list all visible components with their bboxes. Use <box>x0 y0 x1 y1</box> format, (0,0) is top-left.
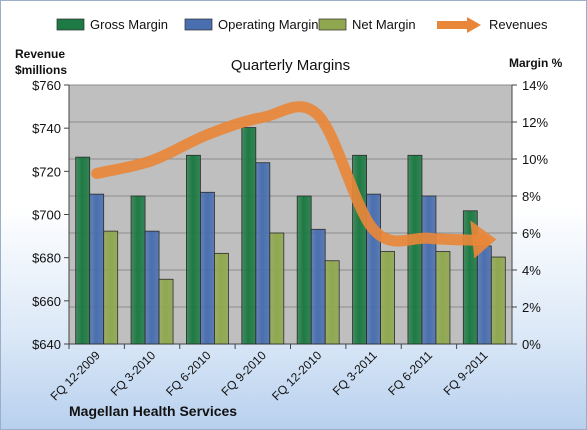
legend-swatch-operating-margin <box>184 18 213 31</box>
right-axis-tick-label: 4% <box>522 263 541 278</box>
right-axis-tick-label: 6% <box>522 226 541 241</box>
x-axis-tick-label: FQ 6-2011 <box>385 348 435 398</box>
x-axis-tick-label: FQ 12-2010 <box>269 348 324 403</box>
footer-label: Magellan Health Services <box>69 403 237 419</box>
left-axis-title: Revenue <box>15 47 65 61</box>
revenues-arrowhead <box>470 220 497 259</box>
legend-label: Gross Margin <box>90 17 168 32</box>
left-axis-tick-label: $680 <box>32 251 61 266</box>
legend-swatch-gross-margin <box>56 18 85 31</box>
bar-net-margin <box>214 252 229 345</box>
legend-label: Net Margin <box>352 17 416 32</box>
left-axis-tick-label: $640 <box>32 337 61 352</box>
bar-net-margin <box>103 230 119 345</box>
x-axis-tick-label: FQ 6-2010 <box>163 348 214 399</box>
x-axis-tick-label: FQ 9-2011 <box>441 348 491 398</box>
bar-gross-margin <box>241 127 257 345</box>
legend-swatch-revenues-arrow <box>467 17 481 33</box>
x-axis-tick-label: FQ 3-2010 <box>108 348 159 399</box>
legend-label: Operating Margin <box>218 17 318 32</box>
right-axis-title: Margin % <box>509 56 563 70</box>
bar-net-margin <box>269 232 285 345</box>
right-axis-tick-label: 10% <box>522 152 548 167</box>
bar-operating-margin <box>310 228 326 345</box>
bar-net-margin <box>324 260 340 345</box>
left-axis-tick-label: $760 <box>32 78 61 93</box>
left-axis-tick-label: $720 <box>32 164 61 179</box>
x-axis-tick-label: FQ 12-2009 <box>48 348 103 403</box>
right-axis-tick-label: 8% <box>522 189 541 204</box>
left-axis-tick-label: $740 <box>32 121 61 136</box>
bar-gross-margin <box>130 195 146 345</box>
bar-operating-margin <box>144 230 160 345</box>
left-axis-tick-label: $700 <box>32 208 61 223</box>
right-axis-tick-label: 14% <box>522 78 548 93</box>
x-axis-tick-label: FQ 9-2010 <box>218 348 269 399</box>
right-axis-tick-label: 12% <box>522 115 548 130</box>
left-axis-title: $millions <box>15 63 67 77</box>
bar-operating-margin <box>476 245 492 345</box>
left-axis-tick-label: $660 <box>32 294 61 309</box>
bar-gross-margin <box>75 156 91 345</box>
bar-net-margin <box>435 251 451 345</box>
revenues-line <box>91 101 490 247</box>
chart-title: Quarterly Margins <box>231 57 350 74</box>
right-axis-tick-label: 0% <box>522 337 541 352</box>
legend-swatch-net-margin <box>318 18 347 31</box>
bar-net-margin <box>490 256 506 345</box>
bar-operating-margin <box>89 193 105 345</box>
bar-operating-margin <box>255 162 271 345</box>
legend-label: Revenues <box>489 17 548 32</box>
bar-net-margin <box>158 278 174 345</box>
bar-operating-margin <box>421 195 437 345</box>
bar-operating-margin <box>200 191 215 345</box>
bar-gross-margin <box>407 154 423 345</box>
right-axis-tick-label: 2% <box>522 300 541 315</box>
bar-gross-margin <box>186 154 201 345</box>
bar-gross-margin <box>296 195 312 345</box>
bar-net-margin <box>380 251 395 345</box>
x-axis-tick-label: FQ 3-2011 <box>330 348 380 398</box>
